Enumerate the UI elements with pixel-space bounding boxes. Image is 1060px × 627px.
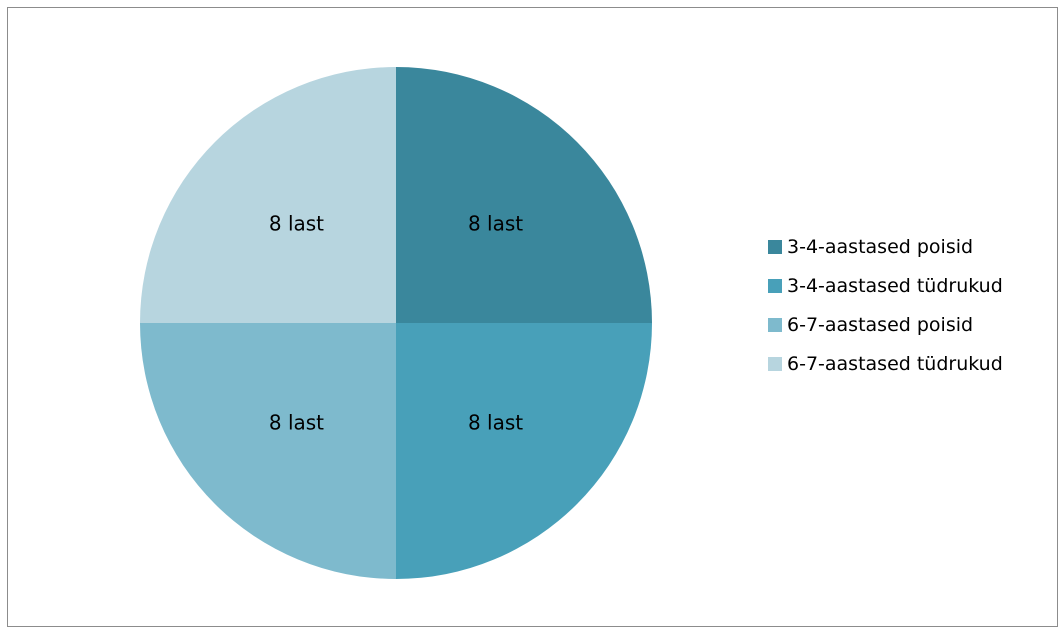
- pie-slice-3: [140, 323, 396, 579]
- legend-item-1: 3-4-aastased poisid: [768, 227, 1003, 266]
- slice-data-label-4: 8 last: [269, 211, 324, 235]
- pie-slice-4: [140, 67, 396, 323]
- pie-slices: [140, 67, 652, 579]
- legend-item-3: 6-7-aastased poisid: [768, 305, 1003, 344]
- slice-data-label-2: 8 last: [468, 411, 523, 435]
- slice-data-label-1: 8 last: [468, 211, 523, 235]
- legend-item-2: 3-4-aastased tüdrukud: [768, 266, 1003, 305]
- legend-label-3: 6-7-aastased poisid: [787, 313, 974, 336]
- legend-item-4: 6-7-aastased tüdrukud: [768, 344, 1003, 383]
- legend-swatch-1: [768, 239, 782, 254]
- pie-slice-2: [396, 323, 652, 579]
- chart-legend: 3-4-aastased poisid 3-4-aastased tüdrukud…: [768, 227, 1003, 383]
- legend-label-4: 6-7-aastased tüdrukud: [787, 352, 1003, 375]
- legend-label-1: 3-4-aastased poisid: [787, 235, 974, 258]
- pie-data-labels: 8 last 8 last 8 last 8 last: [269, 211, 523, 434]
- legend-swatch-2: [768, 278, 782, 293]
- pie-slice-1: [396, 67, 652, 323]
- slice-data-label-3: 8 last: [269, 411, 324, 435]
- legend-label-2: 3-4-aastased tüdrukud: [787, 274, 1003, 297]
- legend-swatch-3: [768, 317, 782, 332]
- legend-swatch-4: [768, 356, 782, 371]
